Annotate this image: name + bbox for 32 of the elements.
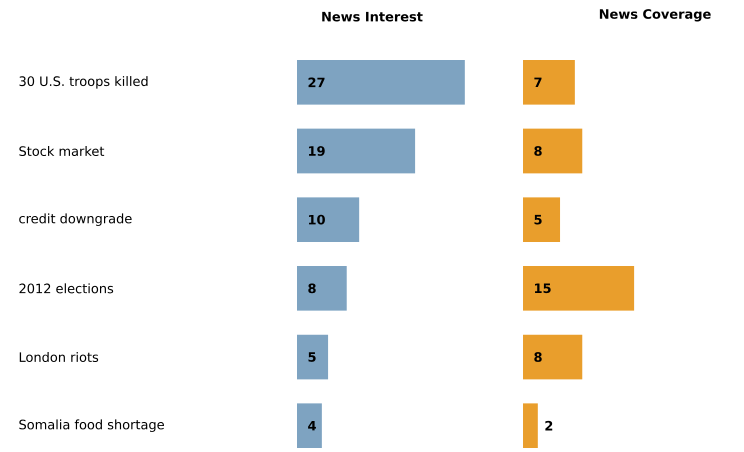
y-tick-label: 2012 elections	[19, 283, 114, 294]
data-label: 8	[308, 283, 316, 294]
y-tick-label: Somalia food shortage	[19, 419, 164, 432]
bar	[523, 197, 560, 242]
y-tick-label: London riots	[20, 352, 98, 362]
data-label: 2	[545, 420, 552, 430]
bar	[523, 128, 582, 174]
chart-title: News Coverage	[600, 9, 711, 22]
y-tick-label: 30 U.S. troops killed	[19, 76, 148, 89]
bar	[523, 334, 582, 380]
bar	[523, 266, 634, 311]
bar	[297, 60, 465, 105]
y-tick-label: Stock market	[19, 146, 104, 156]
bar	[297, 266, 347, 311]
data-label: 4	[308, 420, 316, 430]
y-tick-label: credit downgrade	[19, 213, 132, 226]
data-label: 8	[534, 352, 542, 362]
bar	[297, 197, 360, 242]
bar	[297, 334, 328, 380]
chart-title: News Interest	[322, 12, 423, 22]
data-label: 27	[308, 78, 325, 88]
data-label: 10	[308, 214, 325, 225]
data-label: 7	[534, 78, 542, 88]
data-label: 5	[308, 352, 316, 362]
bar	[297, 128, 416, 174]
bar	[523, 403, 538, 448]
data-label: 8	[534, 146, 542, 156]
bar	[523, 60, 575, 105]
data-label: 15	[534, 284, 551, 294]
data-label: 19	[308, 146, 325, 156]
data-label: 5	[534, 214, 542, 224]
bar	[297, 403, 322, 448]
